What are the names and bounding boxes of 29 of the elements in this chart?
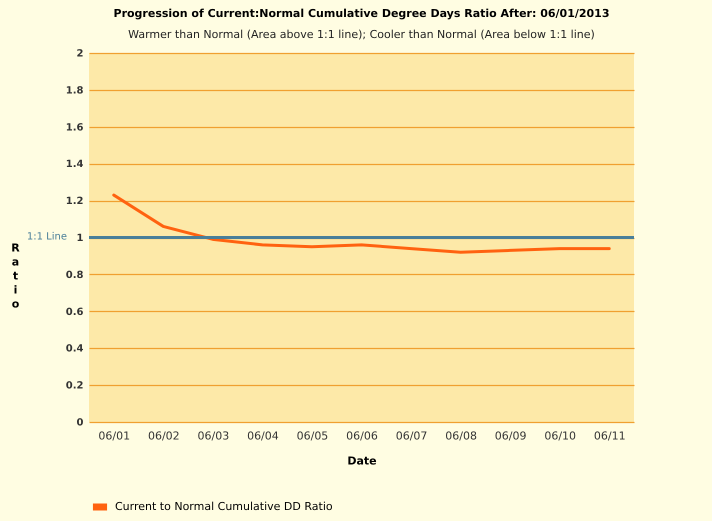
y-tick-label: 1.8 xyxy=(66,85,84,96)
x-tick-label: 06/02 xyxy=(148,430,180,442)
x-tick-label: 06/07 xyxy=(396,430,428,442)
x-tick-label: 06/06 xyxy=(346,430,378,442)
y-tick-label: 0.8 xyxy=(66,270,84,281)
x-tick-label: 06/05 xyxy=(296,430,328,442)
y-tick-label: 1.4 xyxy=(66,159,84,170)
y-tick-label: 0 xyxy=(76,418,84,428)
x-tick-label: 06/01 xyxy=(98,430,130,442)
x-tick-label: 06/11 xyxy=(594,430,626,442)
ref-line-label: 1:1 Line xyxy=(26,232,67,242)
y-tick-label: 1.2 xyxy=(66,196,84,208)
x-tick-label: 06/04 xyxy=(247,430,279,442)
y-tick-label: 0.6 xyxy=(66,306,84,318)
y-tick-label: 0.2 xyxy=(66,380,84,392)
y-tick-label: 1 xyxy=(76,233,84,244)
y-axis-title: Ratio xyxy=(11,242,20,310)
line-series xyxy=(112,194,611,254)
x-tick-label: 06/10 xyxy=(544,430,576,442)
y-tick-label: 2 xyxy=(76,48,84,60)
x-axis-title: Date xyxy=(347,454,377,468)
y-tick-label: 0.4 xyxy=(66,344,84,355)
y-tick-label: 1.6 xyxy=(66,122,84,134)
x-tick-label: 06/03 xyxy=(198,430,230,442)
x-tick-label: 06/09 xyxy=(494,430,526,442)
chart-title: Progression of Current:Normal Cumulative Degree Days Ratio After: 06/01/2013 xyxy=(114,7,610,20)
x-tick-label: 06/08 xyxy=(445,430,477,442)
chart-subtitle: Warmer than Normal (Area above 1:1 line); Cooler than Normal (Area below 1:1 line) xyxy=(128,28,595,41)
legend-label: Current to Normal Cumulative DD Ratio xyxy=(115,500,333,513)
